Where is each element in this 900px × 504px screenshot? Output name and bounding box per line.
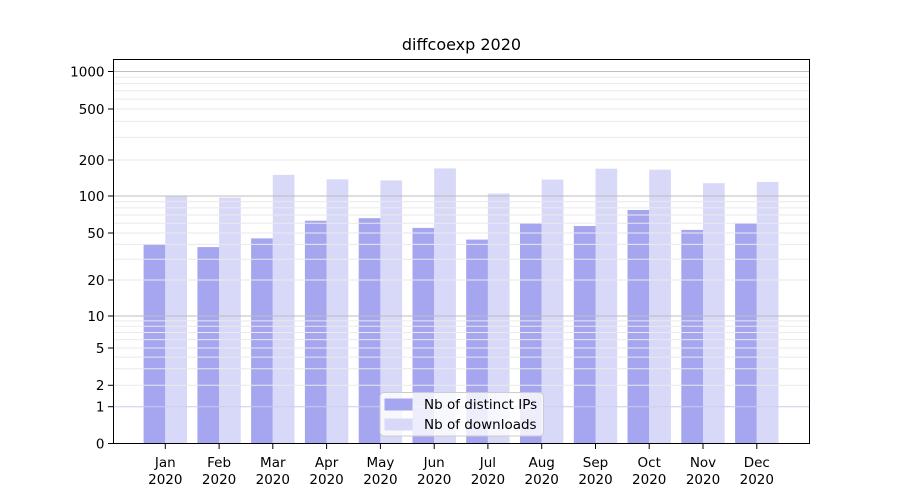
y-tick-label-2: 2: [96, 378, 105, 394]
bar-ips-Jan: [143, 244, 166, 444]
x-tick-label-Aug: Aug 2020: [525, 455, 559, 488]
bar-downloads-Jan: [165, 196, 187, 444]
y-tick-label-200: 200: [79, 153, 105, 169]
x-tick-label-Mar: Mar 2020: [256, 455, 290, 488]
bar-downloads-Dec: [756, 182, 779, 444]
x-tick-label-May: May 2020: [363, 455, 397, 488]
bar-ips-May: [358, 218, 381, 444]
x-tick-label-Feb: Feb 2020: [202, 455, 236, 488]
bar-downloads-Sep: [595, 168, 618, 444]
bar-ips-Mar: [251, 238, 273, 444]
x-tick-label-Sep: Sep 2020: [578, 455, 612, 488]
legend-swatch-distinct-ips: [384, 398, 413, 411]
chart-title: diffcoexp 2020: [402, 35, 521, 54]
legend-swatch-downloads: [384, 418, 413, 431]
y-tick-label-10: 10: [87, 309, 104, 325]
bar-downloads-Mar: [272, 174, 295, 444]
x-tick-label-Jul: Jul 2020: [471, 455, 505, 488]
bar-ips-Nov: [681, 229, 703, 444]
bar-ips-Aug: [520, 223, 542, 444]
y-tick-label-1: 1: [96, 400, 105, 416]
grid-layer: [113, 71, 810, 408]
plot-border: [113, 59, 810, 444]
bar-downloads-Apr: [326, 179, 349, 444]
tick-labels-layer: 0 1 2 5 10 20 50 100 200 500 1000 Jan 2020 Feb 2020 Mar…: [70, 64, 774, 488]
bars-layer: [143, 168, 779, 444]
x-tick-label-Nov: Nov 2020: [686, 455, 720, 488]
bar-downloads-Oct: [649, 169, 671, 444]
bar-ips-Dec: [735, 223, 757, 444]
x-tick-label-Dec: Dec 2020: [740, 455, 774, 488]
x-tick-label-Jan: Jan 2020: [148, 455, 182, 488]
y-tick-label-0: 0: [96, 436, 105, 452]
bar-downloads-May: [380, 180, 403, 444]
y-tick-label-50: 50: [87, 226, 104, 242]
bar-downloads-Jul: [487, 193, 510, 444]
bar-downloads-Jun: [434, 168, 456, 444]
legend-label-downloads: Nb of downloads: [424, 417, 537, 433]
y-tick-label-5: 5: [96, 341, 105, 357]
bar-ips-Sep: [573, 226, 596, 444]
legend-label-distinct-ips: Nb of distinct IPs: [424, 397, 537, 413]
bar-downloads-Aug: [541, 179, 564, 444]
bar-ips-Feb: [197, 247, 220, 444]
bar-downloads-Nov: [703, 183, 725, 444]
x-tick-label-Jun: Jun 2020: [417, 455, 451, 488]
x-tick-label-Oct: Oct 2020: [632, 455, 666, 488]
x-tick-label-Apr: Apr 2020: [309, 455, 343, 488]
legend-box: [379, 392, 544, 437]
legend: Nb of distinct IPs Nb of downloads: [379, 392, 544, 437]
y-tick-label-1000: 1000: [70, 64, 104, 80]
y-tick-label-100: 100: [79, 189, 105, 205]
y-tick-label-500: 500: [79, 102, 105, 118]
y-tick-label-20: 20: [87, 273, 104, 289]
axes-layer: [108, 59, 810, 449]
bar-ips-Jun: [412, 227, 435, 444]
